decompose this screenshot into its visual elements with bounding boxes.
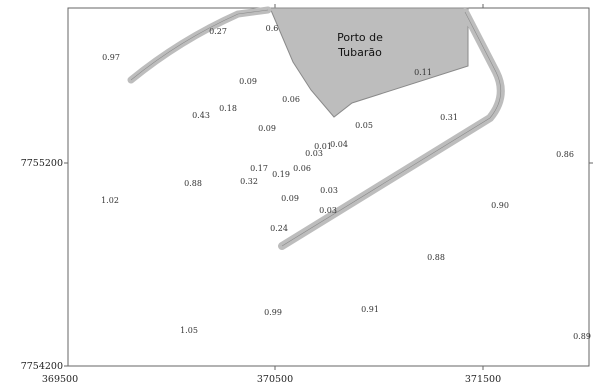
station-values: 0.97 0.27 0.6 0.11 0.09 0.06 0.43 0.18 0.09 0.05 0… (101, 24, 591, 341)
station-value: 1.02 (101, 196, 119, 205)
station-value: 0.32 (240, 177, 258, 186)
station-value: 0.06 (293, 164, 311, 173)
station-value: 0.88 (427, 253, 445, 262)
station-value: 0.05 (355, 121, 373, 130)
station-value: 1.05 (180, 326, 198, 335)
station-value: 0.09 (239, 77, 257, 86)
station-value: 0.03 (320, 186, 338, 195)
port-label-line1: Porto de (337, 31, 383, 44)
station-value: 0.99 (264, 308, 282, 317)
station-value: 0.09 (281, 194, 299, 203)
station-value: 0.18 (219, 104, 237, 113)
y-tick-7754200: 7754200 (21, 361, 63, 372)
x-tick-369500: 369500 (42, 374, 78, 385)
station-value: 0.90 (491, 201, 509, 210)
west-breakwater (127, 6, 272, 84)
station-value: 0.19 (272, 170, 290, 179)
station-value: 0.09 (258, 124, 276, 133)
port-label-line2: Tubarão (337, 46, 382, 59)
station-value: 0.11 (414, 68, 432, 77)
station-value: 0.91 (361, 305, 379, 314)
station-value: 0.97 (102, 53, 120, 62)
station-value: 0.03 (319, 206, 337, 215)
station-value: 0.27 (209, 27, 227, 36)
station-value: 0.89 (573, 332, 591, 341)
east-pier-edge (281, 11, 502, 247)
station-value: 0.24 (270, 224, 288, 233)
station-value: 0.31 (440, 113, 458, 122)
station-value: 0.6 (266, 24, 279, 33)
station-value: 0.01 (314, 142, 332, 151)
station-value: 0.86 (556, 150, 574, 159)
frame-ticks (64, 4, 593, 370)
west-breakwater-edge (130, 9, 269, 81)
station-value: 0.04 (330, 140, 348, 149)
station-value: 0.17 (250, 164, 268, 173)
station-value: 0.06 (282, 95, 300, 104)
x-tick-370500: 370500 (257, 374, 293, 385)
station-value: 0.43 (192, 111, 210, 120)
station-value: 0.88 (184, 179, 202, 188)
station-value: 0.03 (305, 149, 323, 158)
x-tick-371500: 371500 (465, 374, 501, 385)
y-tick-7755200: 7755200 (21, 158, 63, 169)
